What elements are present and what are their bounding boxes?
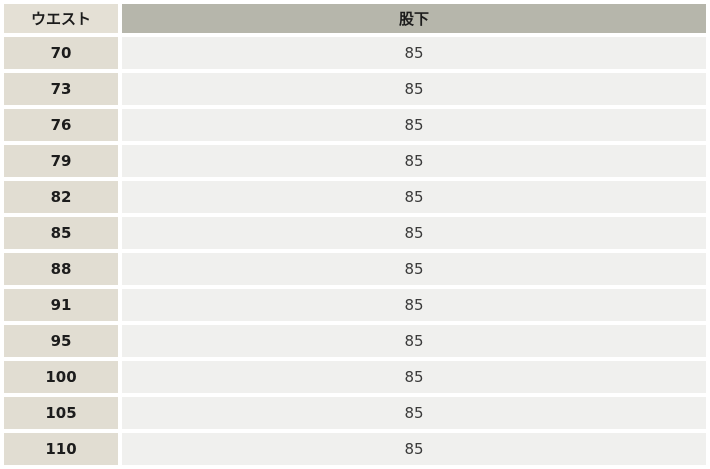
table-row: 100 85: [4, 361, 706, 393]
waist-cell: 85: [4, 217, 118, 249]
waist-cell: 79: [4, 145, 118, 177]
header-row: ウエスト 股下: [4, 4, 706, 33]
inseam-cell: 85: [122, 109, 706, 141]
table-row: 79 85: [4, 145, 706, 177]
table-row: 85 85: [4, 217, 706, 249]
waist-cell: 82: [4, 181, 118, 213]
waist-column-header: ウエスト: [4, 4, 118, 33]
inseam-cell: 85: [122, 253, 706, 285]
inseam-cell: 85: [122, 145, 706, 177]
inseam-cell: 85: [122, 37, 706, 69]
inseam-cell: 85: [122, 289, 706, 321]
waist-cell: 95: [4, 325, 118, 357]
waist-cell: 76: [4, 109, 118, 141]
inseam-cell: 85: [122, 397, 706, 429]
table-row: 70 85: [4, 37, 706, 69]
inseam-cell: 85: [122, 433, 706, 465]
inseam-cell: 85: [122, 361, 706, 393]
waist-cell: 100: [4, 361, 118, 393]
waist-cell: 88: [4, 253, 118, 285]
waist-cell: 110: [4, 433, 118, 465]
table-row: 88 85: [4, 253, 706, 285]
waist-cell: 91: [4, 289, 118, 321]
table-row: 105 85: [4, 397, 706, 429]
table-row: 73 85: [4, 73, 706, 105]
inseam-column-header: 股下: [122, 4, 706, 33]
inseam-cell: 85: [122, 325, 706, 357]
inseam-cell: 85: [122, 181, 706, 213]
waist-cell: 70: [4, 37, 118, 69]
table-row: 76 85: [4, 109, 706, 141]
inseam-cell: 85: [122, 217, 706, 249]
table-row: 82 85: [4, 181, 706, 213]
waist-cell: 105: [4, 397, 118, 429]
table-row: 91 85: [4, 289, 706, 321]
table-row: 95 85: [4, 325, 706, 357]
inseam-cell: 85: [122, 73, 706, 105]
waist-cell: 73: [4, 73, 118, 105]
table-row: 110 85: [4, 433, 706, 465]
